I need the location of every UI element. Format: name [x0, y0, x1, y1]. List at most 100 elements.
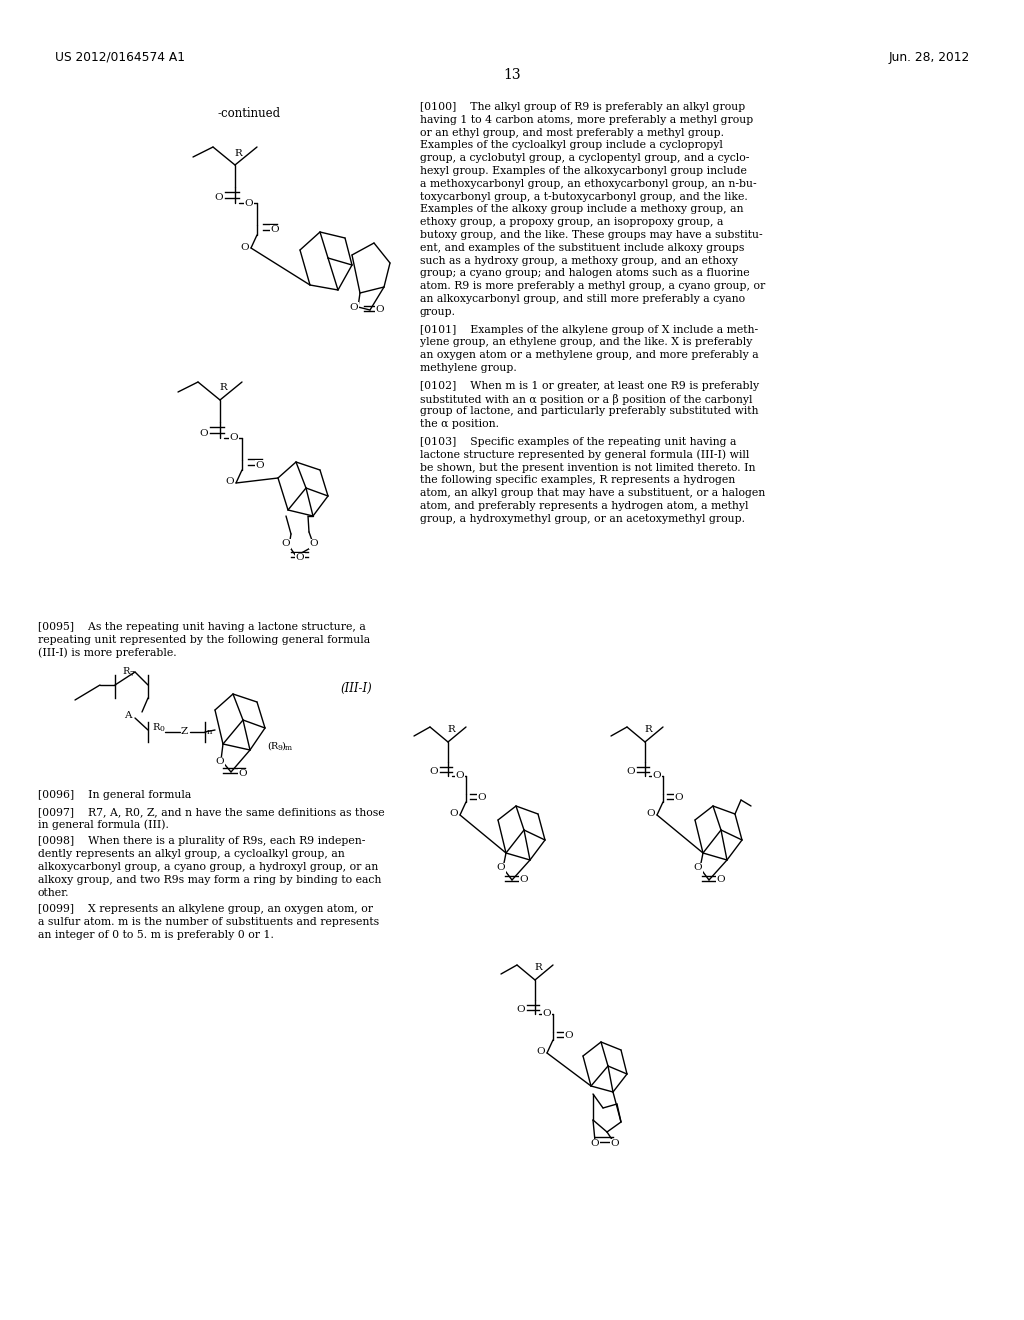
Text: hexyl group. Examples of the alkoxycarbonyl group include: hexyl group. Examples of the alkoxycarbo… — [420, 166, 746, 176]
Text: O: O — [270, 226, 280, 235]
Text: [0099]    X represents an alkylene group, an oxygen atom, or: [0099] X represents an alkylene group, a… — [38, 904, 373, 915]
Text: R: R — [152, 722, 160, 731]
Text: atom. R9 is more preferably a methyl group, a cyano group, or: atom. R9 is more preferably a methyl gro… — [420, 281, 765, 292]
Text: 9: 9 — [278, 744, 282, 752]
Text: such as a hydroxy group, a methoxy group, and an ethoxy: such as a hydroxy group, a methoxy group… — [420, 256, 738, 265]
Text: O: O — [652, 771, 662, 780]
Text: O: O — [256, 461, 264, 470]
Text: (III-I): (III-I) — [340, 681, 372, 694]
Text: [0100]    The alkyl group of R9 is preferably an alkyl group: [0100] The alkyl group of R9 is preferab… — [420, 102, 745, 112]
Text: -continued: -continued — [218, 107, 282, 120]
Text: other.: other. — [38, 887, 70, 898]
Text: (R: (R — [267, 742, 279, 751]
Text: dently represents an alkyl group, a cycloalkyl group, an: dently represents an alkyl group, a cycl… — [38, 849, 345, 859]
Text: a sulfur atom. m is the number of substituents and represents: a sulfur atom. m is the number of substi… — [38, 917, 379, 927]
Text: R: R — [219, 384, 227, 392]
Text: be shown, but the present invention is not limited thereto. In: be shown, but the present invention is n… — [420, 462, 756, 473]
Text: toxycarbonyl group, a t-butoxycarbonyl group, and the like.: toxycarbonyl group, a t-butoxycarbonyl g… — [420, 191, 748, 202]
Text: the following specific examples, R represents a hydrogen: the following specific examples, R repre… — [420, 475, 735, 486]
Text: repeating unit represented by the following general formula: repeating unit represented by the follow… — [38, 635, 370, 644]
Text: R: R — [644, 726, 652, 734]
Text: O: O — [450, 809, 459, 818]
Text: methylene group.: methylene group. — [420, 363, 517, 374]
Text: O: O — [517, 1006, 525, 1015]
Text: O: O — [282, 540, 291, 549]
Text: US 2012/0164574 A1: US 2012/0164574 A1 — [55, 50, 185, 63]
Text: O: O — [241, 243, 249, 252]
Text: 7: 7 — [129, 671, 134, 678]
Text: 13: 13 — [503, 69, 521, 82]
Text: O: O — [591, 1139, 599, 1148]
Text: O: O — [309, 540, 318, 549]
Text: Z: Z — [180, 727, 187, 737]
Text: O: O — [430, 767, 438, 776]
Text: O: O — [349, 302, 358, 312]
Text: O: O — [537, 1048, 546, 1056]
Text: R: R — [447, 726, 455, 734]
Text: alkoxycarbonyl group, a cyano group, a hydroxyl group, or an: alkoxycarbonyl group, a cyano group, a h… — [38, 862, 378, 873]
Text: [0096]    In general formula: [0096] In general formula — [38, 789, 191, 800]
Text: O: O — [520, 875, 528, 884]
Text: A: A — [124, 710, 132, 719]
Text: ethoxy group, a propoxy group, an isopropoxy group, a: ethoxy group, a propoxy group, an isopro… — [420, 218, 723, 227]
Text: atom, and preferably represents a hydrogen atom, a methyl: atom, and preferably represents a hydrog… — [420, 502, 749, 511]
Text: O: O — [693, 863, 702, 873]
Text: O: O — [610, 1139, 620, 1148]
Text: R: R — [535, 964, 542, 973]
Text: O: O — [296, 553, 304, 562]
Text: [0098]    When there is a plurality of R9s, each R9 indepen-: [0098] When there is a plurality of R9s,… — [38, 837, 366, 846]
Text: O: O — [200, 429, 208, 437]
Text: 0: 0 — [159, 725, 164, 733]
Text: O: O — [376, 305, 384, 314]
Text: ylene group, an ethylene group, and the like. X is preferably: ylene group, an ethylene group, and the … — [420, 338, 753, 347]
Text: O: O — [229, 433, 239, 442]
Text: O: O — [627, 767, 635, 776]
Text: Jun. 28, 2012: Jun. 28, 2012 — [889, 50, 970, 63]
Text: Examples of the alkoxy group include a methoxy group, an: Examples of the alkoxy group include a m… — [420, 205, 743, 214]
Text: O: O — [564, 1031, 573, 1040]
Text: an integer of 0 to 5. m is preferably 0 or 1.: an integer of 0 to 5. m is preferably 0 … — [38, 931, 273, 940]
Text: group of lactone, and particularly preferably substituted with: group of lactone, and particularly prefe… — [420, 407, 759, 416]
Text: substituted with an α position or a β position of the carbonyl: substituted with an α position or a β po… — [420, 393, 753, 405]
Text: [0095]    As the repeating unit having a lactone structure, a: [0095] As the repeating unit having a la… — [38, 622, 366, 632]
Text: butoxy group, and the like. These groups may have a substitu-: butoxy group, and the like. These groups… — [420, 230, 763, 240]
Text: [0103]    Specific examples of the repeating unit having a: [0103] Specific examples of the repeatin… — [420, 437, 736, 447]
Text: a methoxycarbonyl group, an ethoxycarbonyl group, an n-bu-: a methoxycarbonyl group, an ethoxycarbon… — [420, 178, 757, 189]
Text: O: O — [225, 478, 234, 487]
Text: group.: group. — [420, 306, 456, 317]
Text: O: O — [647, 809, 655, 818]
Text: ): ) — [281, 742, 285, 751]
Text: (III-I) is more preferable.: (III-I) is more preferable. — [38, 648, 176, 659]
Text: O: O — [216, 758, 224, 767]
Text: an alkoxycarbonyl group, and still more preferably a cyano: an alkoxycarbonyl group, and still more … — [420, 294, 745, 304]
Text: O: O — [717, 875, 725, 884]
Text: Examples of the cycloalkyl group include a cyclopropyl: Examples of the cycloalkyl group include… — [420, 140, 723, 150]
Text: R: R — [234, 149, 242, 157]
Text: in general formula (III).: in general formula (III). — [38, 820, 169, 830]
Text: group, a hydroxymethyl group, or an acetoxymethyl group.: group, a hydroxymethyl group, or an acet… — [420, 513, 745, 524]
Text: [0101]    Examples of the alkylene group of X include a meth-: [0101] Examples of the alkylene group of… — [420, 325, 758, 334]
Text: O: O — [497, 863, 505, 873]
Text: O: O — [477, 793, 486, 803]
Text: alkoxy group, and two R9s may form a ring by binding to each: alkoxy group, and two R9s may form a rin… — [38, 875, 381, 884]
Text: O: O — [675, 793, 683, 803]
Text: [0102]    When m is 1 or greater, at least one R9 is preferably: [0102] When m is 1 or greater, at least … — [420, 380, 759, 391]
Text: O: O — [456, 771, 464, 780]
Text: [0097]    R7, A, R0, Z, and n have the same definitions as those: [0097] R7, A, R0, Z, and n have the same… — [38, 807, 385, 817]
Text: group, a cyclobutyl group, a cyclopentyl group, and a cyclo-: group, a cyclobutyl group, a cyclopentyl… — [420, 153, 750, 164]
Text: O: O — [239, 770, 248, 779]
Text: atom, an alkyl group that may have a substituent, or a halogen: atom, an alkyl group that may have a sub… — [420, 488, 765, 498]
Text: O: O — [245, 198, 253, 207]
Text: R: R — [122, 668, 129, 676]
Text: n: n — [207, 729, 212, 737]
Text: group; a cyano group; and halogen atoms such as a fluorine: group; a cyano group; and halogen atoms … — [420, 268, 750, 279]
Text: or an ethyl group, and most preferably a methyl group.: or an ethyl group, and most preferably a… — [420, 128, 724, 137]
Text: the α position.: the α position. — [420, 420, 499, 429]
Text: having 1 to 4 carbon atoms, more preferably a methyl group: having 1 to 4 carbon atoms, more prefera… — [420, 115, 754, 125]
Text: O: O — [215, 194, 223, 202]
Text: an oxygen atom or a methylene group, and more preferably a: an oxygen atom or a methylene group, and… — [420, 350, 759, 360]
Text: lactone structure represented by general formula (III-I) will: lactone structure represented by general… — [420, 450, 750, 461]
Text: ent, and examples of the substituent include alkoxy groups: ent, and examples of the substituent inc… — [420, 243, 744, 253]
Text: O: O — [543, 1010, 551, 1019]
Text: m: m — [285, 744, 292, 752]
